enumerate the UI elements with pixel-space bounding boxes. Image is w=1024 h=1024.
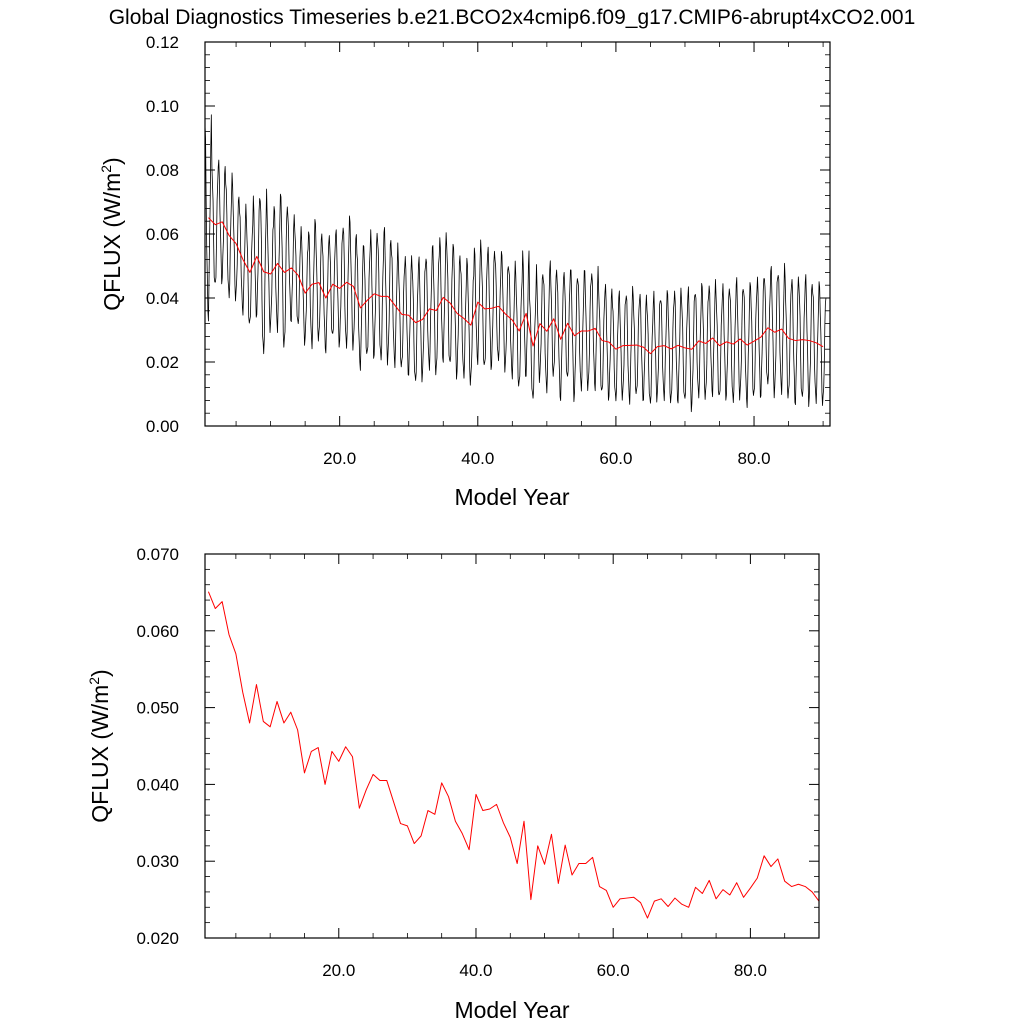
- bottom-y-axis-label-superscript: 2: [86, 677, 102, 685]
- y-tick-label: 0.10: [146, 97, 179, 116]
- bottom-panel-annual: 0.020 0.030 0.040 0.050 0.060 0.070 20.0 40.0 60…: [86, 545, 820, 1023]
- figure-title: Global Diagnostics Timeseries b.e21.BCO2…: [109, 6, 916, 29]
- top-panel-monthly-and-annual: 0.00 0.02 0.04 0.06 0.08 0.10 0.12 20.0 40.0 60.0…: [98, 33, 831, 510]
- y-tick-label: 0.050: [136, 699, 179, 718]
- y-tick-label: 0.070: [136, 545, 179, 564]
- bottom-panel-frame: [204, 553, 820, 939]
- top-series-monthly-line: [204, 114, 827, 413]
- x-tick-label: 60.0: [597, 961, 630, 980]
- top-y-axis-label-superscript: 2: [98, 165, 114, 173]
- y-tick-label: 0.020: [136, 929, 179, 948]
- y-tick-label: 0.030: [136, 852, 179, 871]
- y-tick-label: 0.060: [136, 622, 179, 641]
- bottom-y-axis-label: QFLUX (W/m2): [86, 669, 113, 822]
- y-tick-label: 0.08: [146, 161, 179, 180]
- y-tick-label: 0.12: [146, 33, 179, 52]
- bottom-series-annual-line: [207, 591, 820, 919]
- top-series-annual-line: [208, 217, 824, 355]
- y-tick-label: 0.06: [146, 225, 179, 244]
- y-tick-label: 0.04: [146, 289, 179, 308]
- x-tick-label: 80.0: [737, 449, 770, 468]
- y-tick-label: 0.02: [146, 353, 179, 372]
- top-x-axis-label: Model Year: [454, 484, 569, 510]
- x-tick-label: 60.0: [599, 449, 632, 468]
- x-tick-label: 80.0: [734, 961, 767, 980]
- x-tick-label: 40.0: [461, 449, 494, 468]
- x-tick-label: 40.0: [459, 961, 492, 980]
- top-panel-frame: [204, 41, 831, 427]
- y-tick-label: 0.040: [136, 775, 179, 794]
- y-tick-label: 0.00: [146, 417, 179, 436]
- x-tick-label: 20.0: [323, 449, 356, 468]
- bottom-x-axis-label: Model Year: [454, 997, 569, 1023]
- x-tick-label: 20.0: [322, 961, 355, 980]
- top-y-axis-label: QFLUX (W/m2): [98, 157, 125, 310]
